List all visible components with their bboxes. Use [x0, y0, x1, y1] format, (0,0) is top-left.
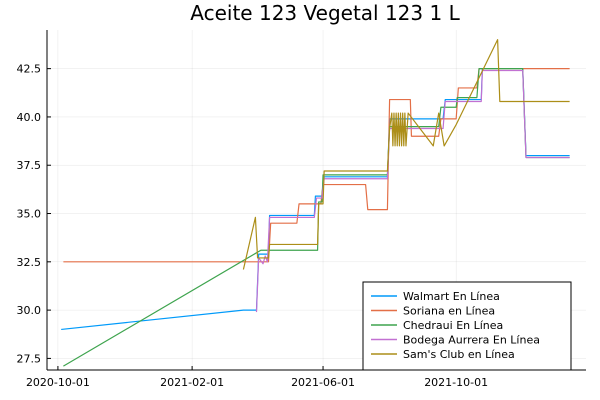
series-lines	[61, 39, 570, 367]
y-tick-label: 30.0	[17, 304, 42, 317]
legend-label: Bodega Aurrera En Línea	[403, 334, 540, 347]
legend-box	[362, 281, 572, 371]
x-tick-label: 2020-10-01	[26, 376, 90, 389]
series-line-4	[255, 69, 570, 313]
y-tick-label: 42.5	[17, 63, 42, 76]
y-tick-label: 32.5	[17, 256, 42, 269]
y-tick-label: 37.5	[17, 159, 42, 172]
y-tick-label: 35.0	[17, 208, 42, 221]
axes: 2020-10-01 2021-02-01 2021-06-01 2021-10-01…	[17, 30, 586, 389]
chart-title: Aceite 123 Vegetal 123 1 L	[190, 1, 460, 25]
legend: Walmart En Línea Soriana en LíneaChedraui…	[362, 281, 572, 371]
legend-label: Sam's Club en Línea	[403, 348, 515, 361]
y-tick-label: 40.0	[17, 111, 42, 124]
x-tick-label: 2021-10-01	[424, 376, 488, 389]
legend-label: Soriana en Línea	[403, 305, 495, 318]
y-tick-label: 27.5	[17, 352, 42, 365]
x-tick-label: 2021-02-01	[160, 376, 224, 389]
legend-label: Chedraui En Línea	[403, 319, 503, 332]
series-line-5	[242, 39, 570, 270]
x-tick-label: 2021-06-01	[291, 376, 355, 389]
legend-label: Walmart En Línea	[403, 290, 500, 303]
